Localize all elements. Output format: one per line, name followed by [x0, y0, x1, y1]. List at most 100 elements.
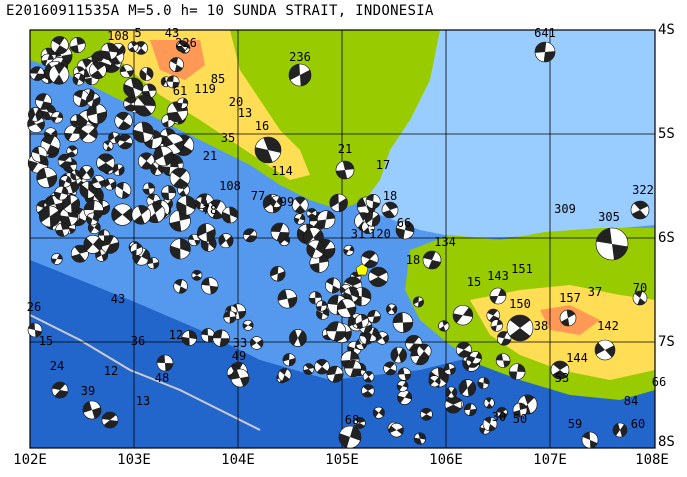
focal-mechanism-icon	[114, 111, 133, 130]
focal-mechanism-icon	[392, 312, 414, 333]
event-label: 43	[165, 26, 179, 40]
event-label: 12	[104, 364, 118, 378]
focal-mechanism-icon	[416, 343, 432, 359]
focal-mechanism-icon	[443, 363, 456, 376]
x-tick: 104E	[221, 452, 255, 468]
x-tick: 105E	[325, 452, 359, 468]
focal-mechanism-icon	[98, 229, 111, 242]
focal-mechanism-icon	[28, 107, 43, 122]
focal-mechanism-icon	[59, 175, 72, 188]
event-label: 5	[134, 26, 141, 40]
event-label: 13	[238, 106, 252, 120]
focal-mechanism-icon	[452, 305, 474, 326]
event-label: 31	[351, 227, 365, 241]
x-tick: 106E	[429, 452, 463, 468]
focal-mechanism-icon	[277, 368, 292, 382]
focal-mechanism-icon	[381, 201, 399, 219]
focal-mechanism-icon	[338, 425, 362, 449]
focal-mechanism-icon	[161, 185, 177, 201]
event-label: 38	[534, 319, 548, 333]
event-label: 53	[555, 371, 569, 385]
focal-mechanism-icon	[242, 319, 254, 331]
focal-mechanism-icon	[86, 212, 99, 226]
focal-mechanism-icon	[130, 243, 143, 256]
event-label: 120	[369, 227, 391, 241]
focal-mechanism-icon	[114, 182, 132, 199]
focal-mechanism-icon	[201, 277, 219, 295]
focal-mechanism-icon	[127, 41, 139, 53]
focal-mechanism-icon	[483, 397, 495, 409]
focal-mechanism-icon	[270, 266, 286, 282]
focal-mechanism-icon	[632, 290, 648, 306]
focal-mechanism-icon	[630, 200, 650, 220]
focal-mechanism-icon	[50, 36, 69, 55]
event-label: 151	[511, 262, 533, 276]
focal-mechanism-icon	[123, 77, 144, 98]
event-label: 20	[229, 95, 243, 109]
focal-mechanism-icon	[282, 353, 296, 367]
focal-mechanism-icon	[445, 386, 458, 399]
event-label: 77	[251, 189, 265, 203]
x-tick: 102E	[13, 452, 47, 468]
focal-mechanism-icon	[102, 140, 114, 152]
focal-mechanism-icon	[413, 296, 424, 308]
focal-mechanism-icon	[89, 61, 107, 80]
focal-mechanism-icon	[156, 354, 174, 372]
focal-mechanism-icon	[69, 37, 86, 54]
event-label: 134	[434, 235, 456, 249]
event-label: 85	[211, 72, 225, 86]
focal-mechanism-icon	[61, 194, 81, 214]
focal-mechanism-icon	[581, 431, 599, 449]
event-label: 33	[233, 336, 247, 350]
event-label: 21	[203, 149, 217, 163]
y-tick: 5S	[658, 126, 675, 142]
map-frame	[29, 29, 656, 449]
focal-mechanism-icon	[79, 124, 98, 144]
focal-mechanism-icon	[496, 331, 512, 346]
focal-mechanism-icon	[289, 329, 307, 347]
focal-mechanism-icon	[86, 103, 108, 124]
focal-mechanism-icon	[197, 223, 216, 242]
focal-mechanism-icon	[218, 233, 234, 249]
focal-mechanism-icon	[329, 193, 348, 213]
focal-mechanism-icon	[166, 75, 180, 89]
focal-mechanism-icon	[420, 408, 433, 421]
focal-mechanism-icon	[316, 210, 336, 229]
focal-mechanism-icon	[534, 41, 556, 63]
event-label: 26	[27, 300, 41, 314]
focal-mechanism-icon	[395, 220, 415, 240]
event-label: 60	[631, 417, 645, 431]
focal-mechanism-icon	[362, 371, 375, 383]
focal-mechanism-icon	[486, 308, 501, 323]
focal-mechanism-icon	[512, 402, 528, 418]
focal-mechanism-icon	[117, 134, 133, 150]
focal-mechanism-icon	[477, 377, 490, 390]
focal-mechanism-icon	[138, 152, 155, 170]
focal-mechanism-icon	[314, 358, 330, 375]
focal-mechanism-icon	[335, 160, 355, 180]
focal-mechanism-icon	[153, 146, 174, 167]
focal-mechanism-icon	[223, 310, 237, 324]
focal-mechanism-icon	[82, 400, 102, 420]
sunda-trench	[29, 314, 261, 431]
focal-mechanism-icon	[79, 165, 94, 180]
focal-mechanism-icon	[595, 227, 629, 261]
focal-mechanism-icon	[336, 298, 357, 318]
focal-mechanism-icon	[35, 93, 52, 110]
event-label: 305	[598, 210, 620, 224]
event-label: 236	[289, 50, 311, 64]
focal-mechanism-icon	[594, 339, 616, 361]
focal-mechanism-icon	[104, 177, 117, 191]
focal-mechanism-icon	[438, 320, 450, 332]
event-label: 18	[406, 253, 420, 267]
epicenter-marker	[355, 263, 369, 276]
focal-mechanism-icon	[101, 411, 119, 429]
focal-mechanism-icon	[70, 244, 89, 263]
focal-mechanism-icon	[559, 309, 577, 327]
focal-mechanism-icon	[353, 417, 366, 429]
event-label: 59	[568, 417, 582, 431]
focal-mechanism-icon	[306, 208, 318, 219]
event-label: 641	[534, 26, 556, 40]
focal-mechanism-icon	[325, 277, 341, 294]
